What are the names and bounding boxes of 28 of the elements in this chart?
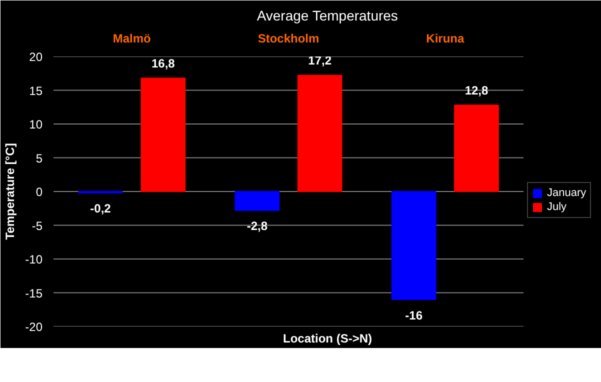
y-tick-label: 0 xyxy=(36,185,43,199)
data-label: -2,8 xyxy=(246,219,268,234)
bar xyxy=(140,78,186,192)
legend-label: July xyxy=(547,201,567,213)
chart-title: Average Temperatures xyxy=(256,8,398,24)
data-label: 12,8 xyxy=(464,83,489,98)
legend-label: January xyxy=(547,187,586,199)
y-tick-label: -15 xyxy=(25,286,43,300)
x-tick-label: Stockholm xyxy=(258,32,320,46)
data-label: 17,2 xyxy=(308,54,332,68)
y-tick-label: -10 xyxy=(25,252,43,266)
y-tick-label: -20 xyxy=(25,320,43,334)
y-tick-label: 15 xyxy=(29,84,43,98)
bar xyxy=(234,191,280,211)
x-tick-label: Kiruna xyxy=(426,32,464,46)
y-tick-label: 20 xyxy=(29,50,43,64)
y-tick-label: 10 xyxy=(29,118,43,132)
bar xyxy=(454,104,499,192)
y-axis-title: Temperature [°C] xyxy=(3,143,18,240)
data-label: 16,8 xyxy=(151,56,176,70)
data-label: -16 xyxy=(405,308,423,322)
x-axis-title: Location (S->N) xyxy=(283,332,372,346)
y-tick-label: 5 xyxy=(36,151,43,166)
data-label: -0,2 xyxy=(90,202,112,216)
bar xyxy=(297,74,342,192)
x-tick-label: Malmö xyxy=(112,32,151,46)
bar xyxy=(391,191,436,300)
y-tick-label: -5 xyxy=(32,218,43,233)
